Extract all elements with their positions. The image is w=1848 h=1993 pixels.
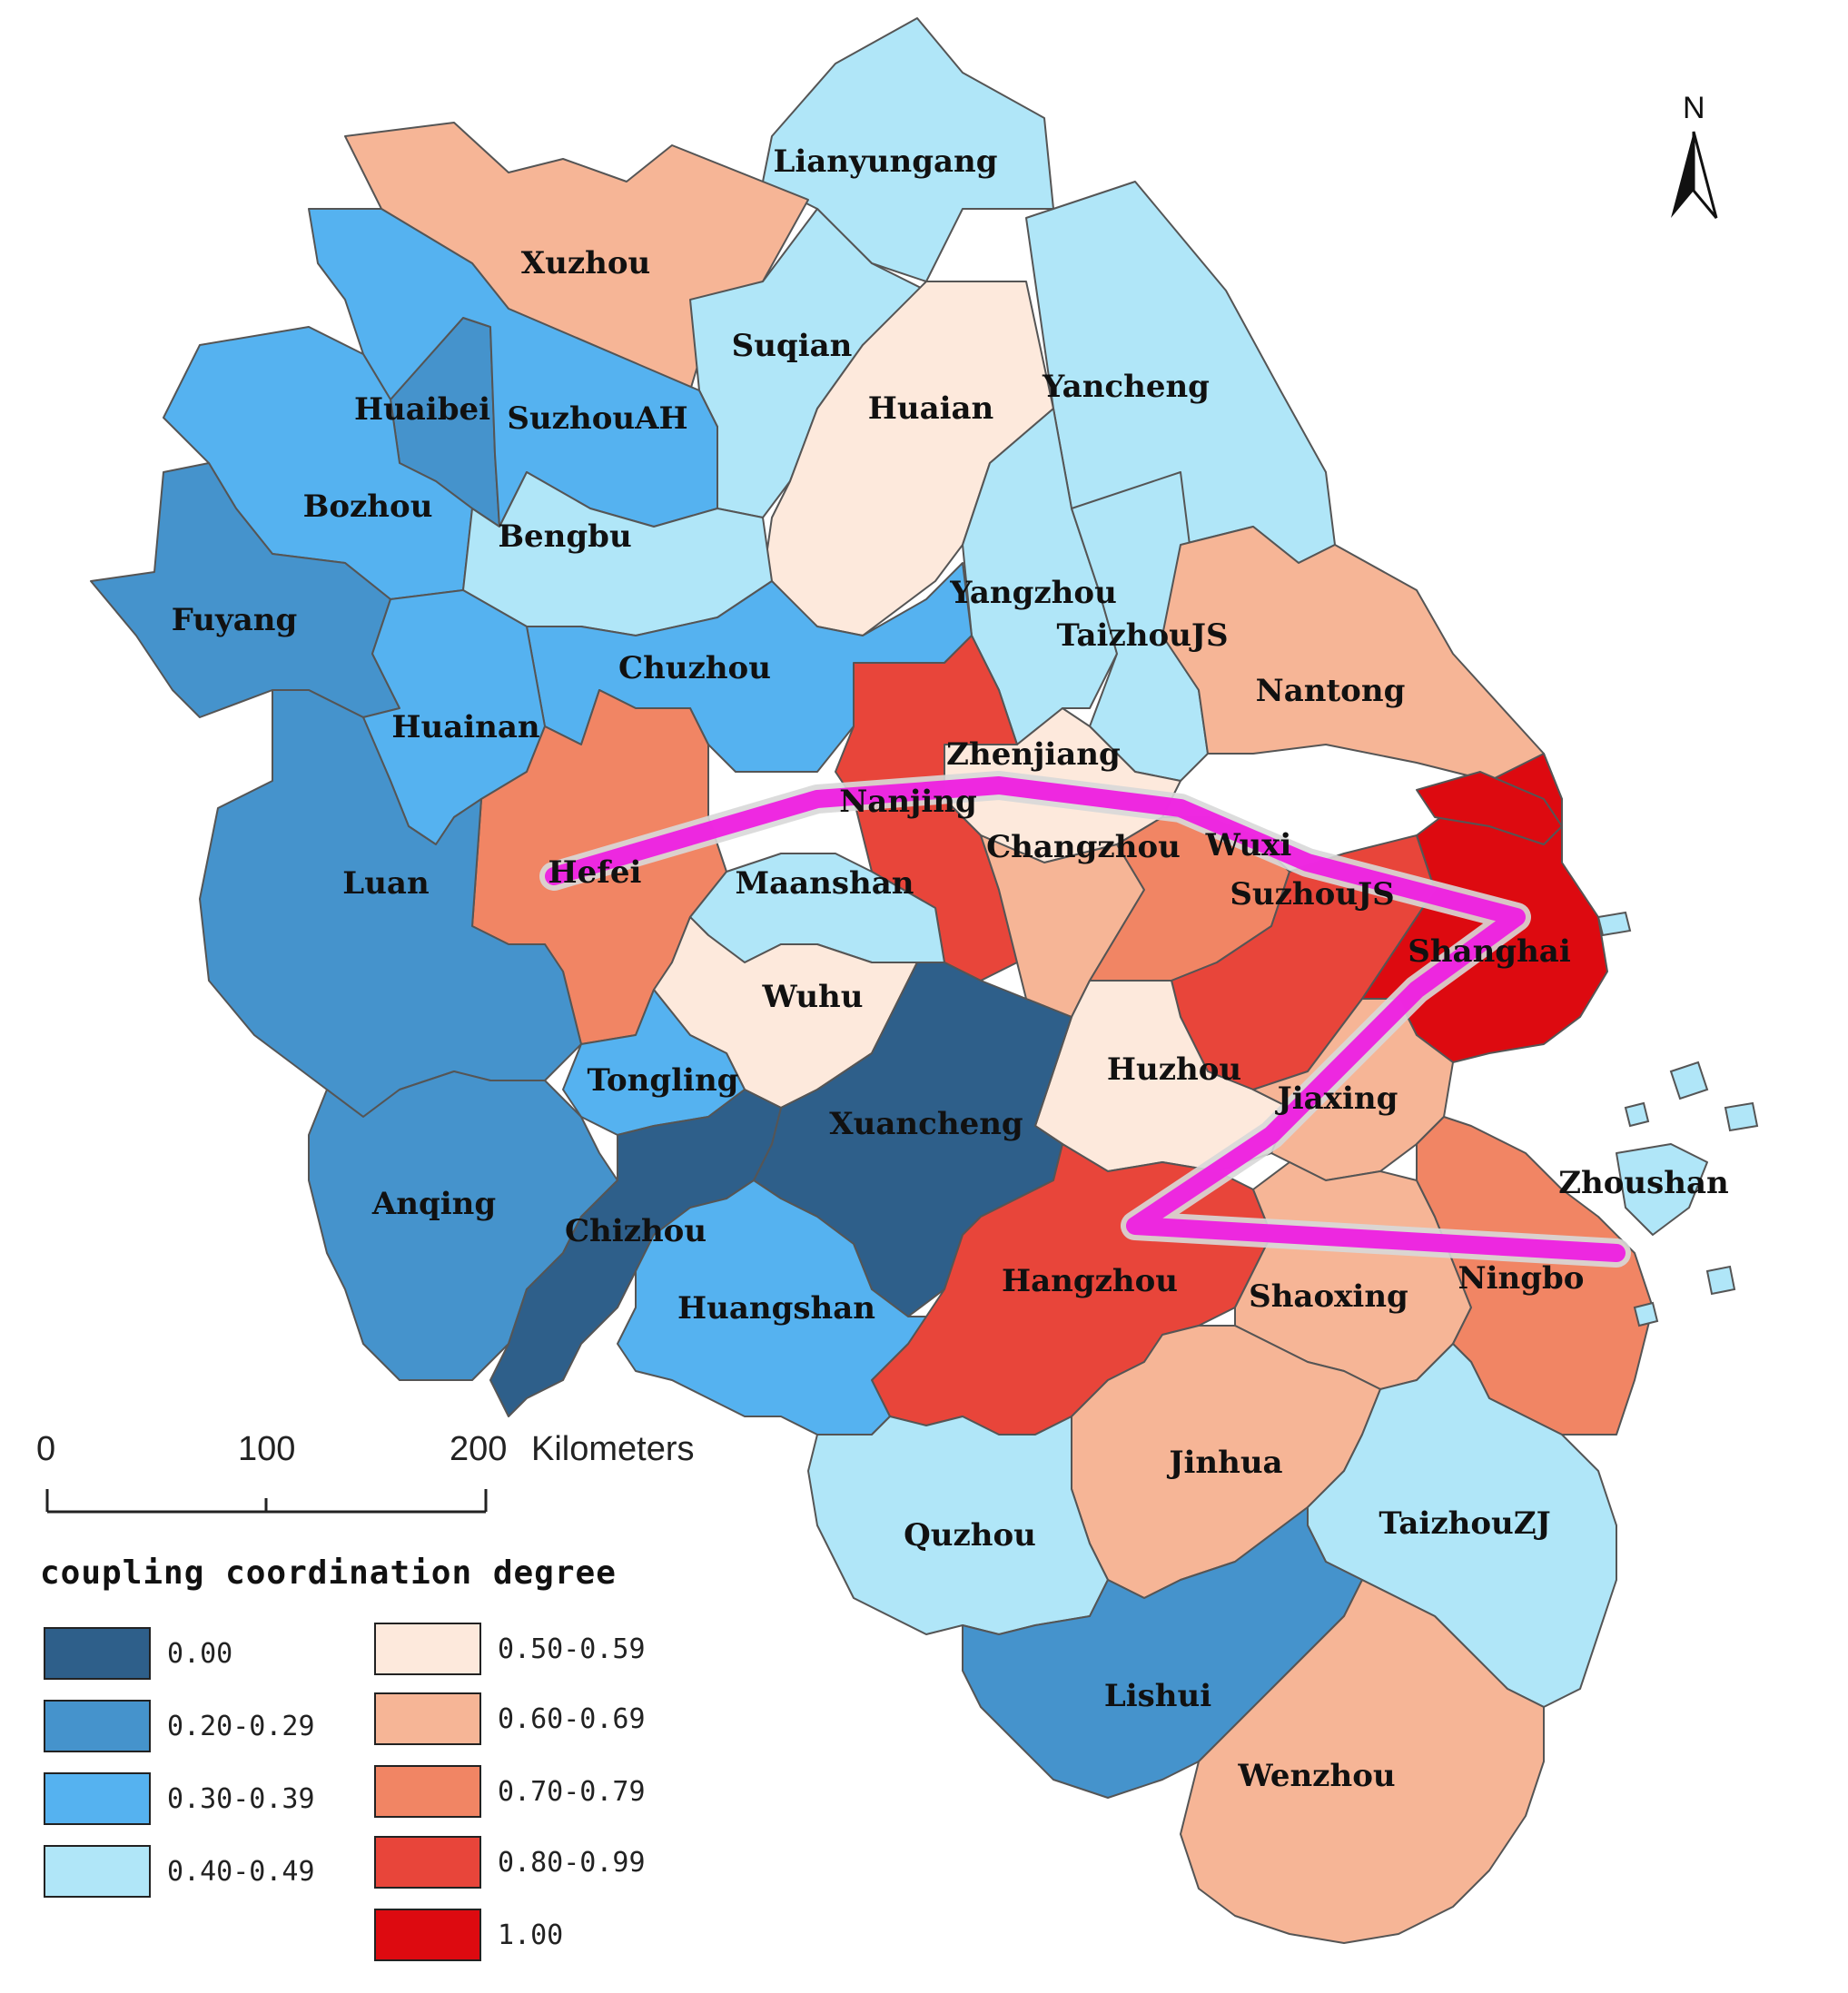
label-huaian: Huaian — [868, 390, 994, 427]
label-lianyungang: Lianyungang — [773, 143, 997, 180]
legend-swatch — [374, 1909, 481, 1961]
label-zhoushan: Zhoushan — [1558, 1165, 1729, 1201]
region-zhoushan[interactable] — [1616, 1143, 1708, 1236]
region-ningbo[interactable] — [1416, 1116, 1654, 1436]
label-maanshan: Maanshan — [735, 865, 914, 902]
legend-title: coupling coordination degree — [40, 1554, 617, 1592]
label-tongling: Tongling — [588, 1062, 739, 1099]
scale-unit: Kilometers — [531, 1430, 695, 1468]
scale-tick-200: 200 — [450, 1430, 508, 1468]
legend-label: 0.40-0.49 — [167, 1855, 315, 1888]
legend-swatch — [374, 1692, 481, 1745]
legend-item: 1.00 — [374, 1907, 563, 1963]
legend-swatch — [44, 1772, 151, 1825]
legend-item: 0.20-0.29 — [44, 1698, 315, 1754]
scale-bar — [45, 1489, 488, 1514]
coastal-islands — [1596, 911, 1759, 1327]
label-chizhou: Chizhou — [565, 1213, 707, 1249]
label-jinhua: Jinhua — [1166, 1445, 1282, 1481]
label-nantong: Nantong — [1256, 673, 1406, 709]
legend-swatch — [374, 1623, 481, 1675]
label-bozhou: Bozhou — [303, 488, 433, 525]
label-wuxi: Wuxi — [1205, 827, 1292, 863]
legend-item: 0.00 — [44, 1625, 232, 1682]
label-xuancheng: Xuancheng — [829, 1106, 1023, 1142]
legend-swatch — [374, 1836, 481, 1889]
label-jiaxing: Jiaxing — [1275, 1080, 1398, 1117]
label-huangshan: Huangshan — [677, 1290, 875, 1327]
label-changzhou: Changzhou — [986, 829, 1181, 865]
scale-tick-100: 100 — [238, 1430, 296, 1468]
label-wenzhou: Wenzhou — [1237, 1758, 1395, 1794]
label-xuzhou: Xuzhou — [521, 245, 651, 281]
legend-swatch — [44, 1700, 151, 1752]
label-suzhoujs: SuzhouJS — [1230, 876, 1394, 913]
label-suqian: Suqian — [732, 328, 853, 364]
legend-label: 0.30-0.39 — [167, 1782, 315, 1815]
legend-label: 1.00 — [498, 1919, 564, 1951]
legend-label: 0.80-0.99 — [498, 1846, 646, 1879]
legend-label: 0.20-0.29 — [167, 1710, 315, 1742]
label-nanjing: Nanjing — [839, 784, 977, 820]
z-corridor-overlay — [539, 771, 1631, 1268]
label-chuzhou: Chuzhou — [618, 650, 771, 686]
label-huzhou: Huzhou — [1107, 1051, 1241, 1088]
legend-item: 0.70-0.79 — [374, 1763, 646, 1820]
legend-label: 0.00 — [167, 1637, 233, 1670]
label-shaoxing: Shaoxing — [1249, 1278, 1408, 1315]
label-shanghai: Shanghai — [1408, 933, 1571, 970]
label-suzhouah: SuzhouAH — [507, 400, 687, 437]
north-arrow-icon — [1671, 131, 1718, 219]
label-wuhu: Wuhu — [762, 979, 864, 1015]
city-labels: Lianyungang Xuzhou Suqian Huaian Yanchen… — [172, 143, 1729, 1794]
region-wenzhou[interactable] — [1180, 1579, 1545, 1944]
legend-swatch — [44, 1845, 151, 1898]
label-anqing: Anqing — [371, 1186, 496, 1222]
legend-label: 0.60-0.69 — [498, 1702, 646, 1735]
legend-item: 0.50-0.59 — [374, 1621, 646, 1677]
label-fuyang: Fuyang — [172, 602, 298, 638]
legend-label: 0.70-0.79 — [498, 1775, 646, 1808]
region-lianyungang[interactable] — [762, 17, 1054, 282]
label-zhenjiang: Zhenjiang — [946, 736, 1121, 773]
legend-swatch — [374, 1765, 481, 1818]
region-polygons — [90, 17, 1708, 1944]
label-ningbo: Ningbo — [1458, 1260, 1585, 1297]
label-huaibei: Huaibei — [354, 391, 490, 428]
label-luan: Luan — [342, 865, 429, 902]
legend-item: 0.30-0.39 — [44, 1771, 315, 1827]
label-yangzhou: Yangzhou — [949, 575, 1117, 611]
label-quzhou: Quzhou — [904, 1517, 1036, 1554]
region-shanghai-chongming — [1416, 771, 1563, 845]
label-taizhouzj: TaizhouZJ — [1379, 1505, 1550, 1542]
label-hefei: Hefei — [548, 854, 642, 891]
label-bengbu: Bengbu — [498, 518, 631, 555]
region-taizhoujs[interactable] — [1071, 471, 1209, 782]
region-nantong[interactable] — [1161, 526, 1563, 800]
label-huainan: Huainan — [391, 709, 539, 745]
scale-tick-0: 0 — [36, 1430, 56, 1468]
legend-swatch — [44, 1627, 151, 1680]
north-label: N — [1683, 91, 1705, 125]
region-chizhou[interactable] — [489, 1089, 782, 1417]
legend-item: 0.60-0.69 — [374, 1691, 646, 1747]
legend-label: 0.50-0.59 — [498, 1633, 646, 1665]
legend-item: 0.40-0.49 — [44, 1843, 315, 1899]
label-hangzhou: Hangzhou — [1002, 1263, 1178, 1299]
label-taizhoujs: TaizhouJS — [1056, 617, 1228, 654]
legend-item: 0.80-0.99 — [374, 1834, 646, 1890]
region-huaian[interactable] — [762, 281, 1054, 636]
label-lishui: Lishui — [1104, 1678, 1211, 1714]
label-yancheng: Yancheng — [1042, 369, 1210, 405]
